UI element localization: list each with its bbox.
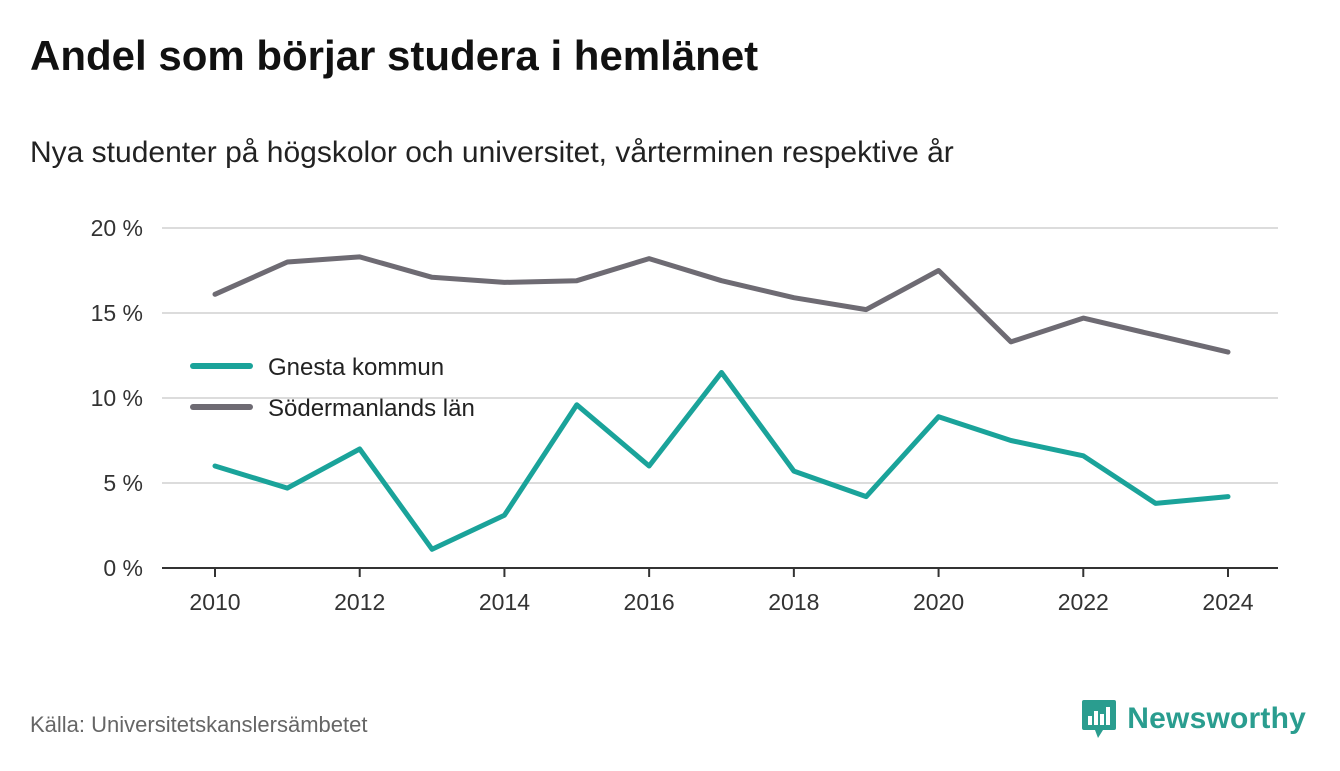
x-tick-label: 2014 (479, 589, 530, 615)
y-tick-label: 5 % (103, 470, 143, 496)
y-tick-label: 20 % (91, 215, 143, 241)
x-tick-label: 2016 (624, 589, 675, 615)
chart-title: Andel som börjar studera i hemlänet (30, 32, 759, 79)
newsworthy-logo-icon (1082, 700, 1117, 738)
brand-name: Newsworthy (1127, 702, 1306, 735)
y-tick-label: 10 % (91, 385, 143, 411)
x-tick-label: 2018 (768, 589, 819, 615)
brand-logo[interactable]: Newsworthy (1081, 698, 1306, 740)
x-axis-ticks: 2010 2012 2014 2016 2018 2020 2022 2024 (189, 568, 1254, 615)
chart-subtitle: Nya studenter på högskolor och universit… (30, 136, 954, 169)
x-tick-label: 2022 (1058, 589, 1109, 615)
x-tick-label: 2010 (189, 589, 240, 615)
legend: Gnesta kommun Södermanlands län (190, 354, 475, 422)
legend-label: Södermanlands län (268, 395, 475, 422)
y-tick-label: 15 % (91, 300, 143, 326)
gridlines (162, 227, 1278, 569)
series-line-gnesta-kommun (212, 370, 1231, 552)
series-line-södermanlands-län (212, 254, 1231, 355)
y-tick-label: 0 % (103, 555, 143, 581)
series-lines (212, 254, 1231, 552)
x-tick-label: 2012 (334, 589, 385, 615)
x-tick-label: 2020 (913, 589, 964, 615)
legend-label: Gnesta kommun (268, 354, 444, 381)
y-axis-ticks: 0 % 5 % 10 % 15 % 20 % (91, 215, 143, 581)
x-tick-label: 2024 (1202, 589, 1253, 615)
source-note: Källa: Universitetskanslersämbetet (30, 712, 368, 737)
